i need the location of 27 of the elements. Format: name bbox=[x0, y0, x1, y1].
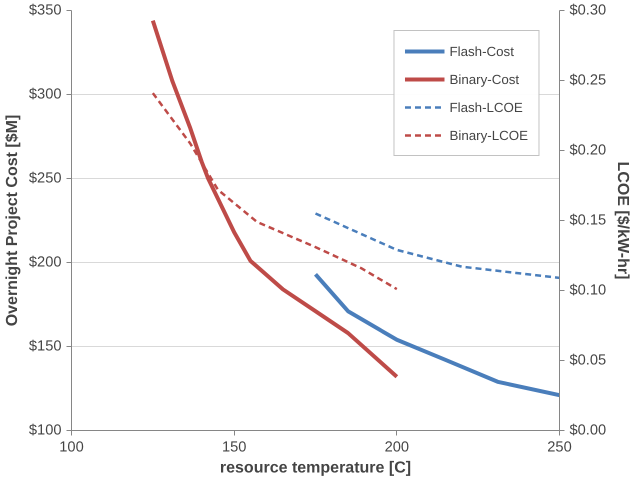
legend-label: Binary-Cost bbox=[449, 72, 520, 86]
legend-label: Binary-LCOE bbox=[449, 128, 528, 142]
y-tick-label: $200 bbox=[28, 254, 62, 270]
line-series bbox=[314, 212, 560, 280]
y-tick-label: $300 bbox=[28, 86, 62, 102]
y2-tick-label: $0.30 bbox=[570, 2, 606, 18]
line-series bbox=[150, 18, 399, 379]
x-tick-label: 200 bbox=[384, 440, 410, 456]
y2-tick-label: $0.10 bbox=[570, 282, 606, 298]
y-tick-label: $150 bbox=[28, 338, 62, 354]
x-tick-label: 250 bbox=[547, 440, 572, 456]
y2-tick-label: $0.25 bbox=[570, 72, 606, 88]
x-tick-label: 100 bbox=[59, 440, 84, 456]
y2-tick-label: $0.00 bbox=[570, 422, 606, 438]
y2-tick-label: $0.05 bbox=[570, 352, 606, 368]
x-tick-label: 150 bbox=[222, 440, 246, 456]
legend-label: Flash-Cost bbox=[449, 44, 514, 58]
y-tick-label: $350 bbox=[28, 2, 62, 18]
y2-axis-title: LCOE [$/kW-hr] bbox=[614, 162, 632, 280]
y-tick-label: $100 bbox=[28, 422, 62, 438]
y2-tick-label: $0.15 bbox=[570, 212, 606, 228]
x-axis-title: resource temperature [C] bbox=[220, 460, 412, 476]
y2-tick-label: $0.20 bbox=[570, 142, 606, 158]
y-tick-label: $250 bbox=[28, 170, 62, 186]
line-series bbox=[314, 272, 560, 398]
legend-label: Flash-LCOE bbox=[449, 100, 523, 114]
y-axis-title: Overnight Project Cost [$M] bbox=[4, 114, 21, 326]
